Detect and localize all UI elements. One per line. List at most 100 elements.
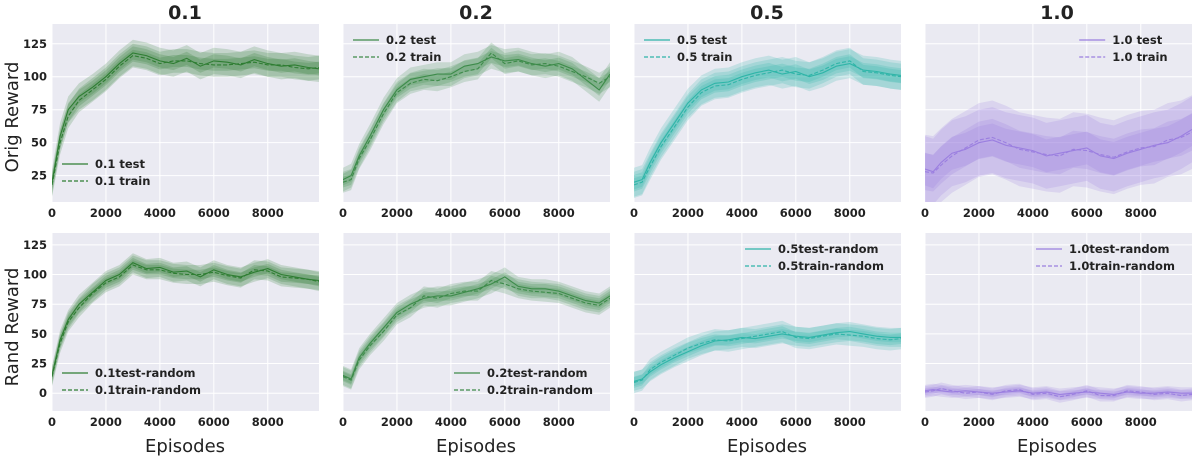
x-axis-labels: Episodes Episodes Episodes Episodes: [145, 436, 1097, 457]
legend-label: 0.1 train: [95, 174, 150, 188]
confidence-band-outer: [52, 253, 319, 385]
legend-label: 0.2train-random: [487, 383, 593, 397]
x-tick-label: 8000: [834, 415, 866, 429]
panel-r1-c0: 0 2000 4000 6000 8000 0 25 50 75 100 125 0.1test-ra…: [23, 233, 319, 429]
confidence-band-outer: [634, 322, 901, 391]
y-tick-label: 75: [31, 103, 47, 117]
legend-label: 0.1test-random: [95, 366, 196, 380]
x-tick-label: 2000: [963, 415, 995, 429]
x-tick-label: 0: [921, 206, 929, 220]
confidence-band-inner: [52, 49, 319, 191]
series-line-train: [52, 264, 319, 377]
panel-background: [925, 24, 1192, 202]
panel-series: [925, 382, 1192, 403]
x-tick-label: 0: [630, 415, 638, 429]
panel-series: [634, 47, 901, 199]
confidence-band-inner: [634, 56, 901, 190]
series-line-test: [634, 330, 901, 382]
confidence-band-inner: [634, 54, 901, 192]
x-tick-label: 4000: [1017, 206, 1049, 220]
y-tick-label: 100: [23, 268, 47, 282]
x-tick-label: 6000: [198, 415, 230, 429]
series-line-train: [925, 131, 1192, 174]
panel-background: [343, 24, 610, 202]
confidence-band-inner: [343, 51, 610, 186]
x-tick-label: 6000: [780, 415, 812, 429]
x-tick-label: 8000: [252, 206, 284, 220]
x-tick-label: 8000: [1125, 415, 1157, 429]
confidence-band-inner: [343, 47, 610, 188]
column-titles: 0.1 0.2 0.5 1.0: [168, 2, 1074, 24]
x-tick-label: 0: [339, 415, 347, 429]
series-line-train: [343, 279, 610, 381]
series-line-train: [634, 60, 901, 186]
confidence-band-outer: [52, 43, 319, 197]
series-line-train: [925, 387, 1192, 398]
legend-label: 1.0 test: [1112, 33, 1163, 47]
x-tick-label: 2000: [90, 206, 122, 220]
panel-r1-c1: 0 2000 4000 6000 8000 0.2test-random 0.2train-…: [339, 233, 610, 429]
ylabel-row-0: Orig Reward: [2, 62, 23, 173]
confidence-band-inner: [52, 46, 319, 189]
x-tick-label: 2000: [381, 206, 413, 220]
y-tick-label: 75: [31, 297, 47, 311]
panel-background: [52, 233, 319, 411]
legend: 0.5 test 0.5 train: [644, 33, 732, 64]
panel-r0-c2: 0 2000 4000 6000 8000 0.5 test 0.5 train: [630, 24, 901, 220]
x-tick-label: 2000: [963, 206, 995, 220]
x-tick-label: 4000: [144, 206, 176, 220]
x-tick-label: 6000: [1071, 415, 1103, 429]
x-tick-label: 2000: [672, 206, 704, 220]
x-tick-label: 6000: [1071, 206, 1103, 220]
x-tick-label: 2000: [90, 415, 122, 429]
y-tick-label: 125: [23, 238, 47, 252]
confidence-band-outer: [925, 383, 1192, 401]
x-tick-label: 4000: [726, 206, 758, 220]
x-tick-label: 4000: [726, 415, 758, 429]
column-title-3: 1.0: [1040, 2, 1074, 24]
x-tick-label: 8000: [543, 206, 575, 220]
confidence-band-outer: [52, 39, 319, 196]
y-tick-label: 50: [31, 327, 47, 341]
confidence-band-outer: [925, 96, 1192, 202]
confidence-band-inner: [925, 113, 1192, 192]
x-tick-label: 4000: [435, 206, 467, 220]
confidence-band-outer: [634, 320, 901, 394]
panel-background: [343, 233, 610, 411]
x-tick-label: 0: [339, 206, 347, 220]
x-tick-label: 0: [630, 206, 638, 220]
legend-label: 1.0 train: [1112, 50, 1167, 64]
legend: 0.2 test 0.2 train: [353, 33, 441, 64]
panel-background: [925, 233, 1192, 411]
y-tick-label: 25: [31, 357, 47, 371]
y-tick-label: 0: [39, 386, 47, 400]
confidence-band-inner: [634, 326, 901, 387]
y-tick-label: 100: [23, 70, 47, 84]
panel-background: [634, 233, 901, 411]
ylabel-row-1: Rand Reward: [2, 268, 23, 387]
legend: 0.2test-random 0.2train-random: [454, 366, 593, 397]
series-line-train: [52, 55, 319, 186]
confidence-band-outer: [52, 255, 319, 387]
x-tick-label: 6000: [489, 415, 521, 429]
confidence-band-outer: [634, 47, 901, 199]
legend-label: 1.0train-random: [1069, 259, 1175, 273]
y-tick-label: 50: [31, 136, 47, 150]
x-tick-label: 6000: [780, 206, 812, 220]
xlabel-col-3: Episodes: [1017, 436, 1097, 457]
x-tick-label: 0: [48, 415, 56, 429]
y-tick-label: 25: [31, 169, 47, 183]
panel-series: [925, 95, 1192, 202]
series-line-test: [634, 63, 901, 183]
legend-label: 1.0test-random: [1069, 242, 1170, 256]
legend-label: 0.2test-random: [487, 366, 588, 380]
series-line-train: [634, 330, 901, 384]
xlabel-col-1: Episodes: [436, 436, 516, 457]
series-line-test: [343, 276, 610, 380]
panel-series: [52, 253, 319, 387]
legend-label: 0.5train-random: [778, 259, 884, 273]
panel-r1-c3: 0 2000 4000 6000 8000 1.0test-random 1.0train-…: [921, 233, 1192, 429]
legend-label: 0.5test-random: [778, 242, 879, 256]
